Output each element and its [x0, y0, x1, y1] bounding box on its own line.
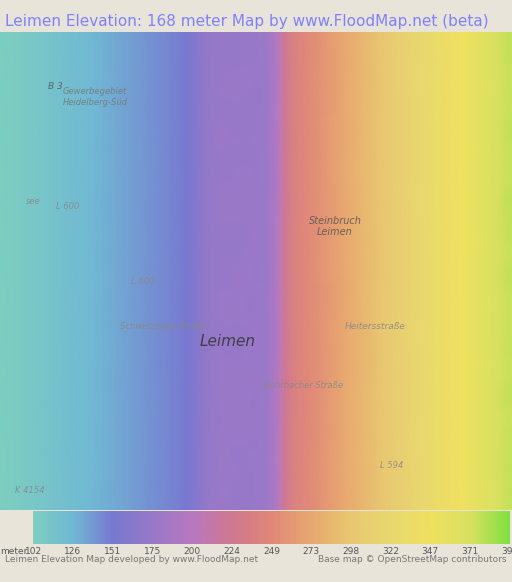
Text: meter: meter: [0, 547, 27, 556]
Text: 298: 298: [342, 547, 359, 556]
Text: Leimen Elevation Map developed by www.FloodMap.net: Leimen Elevation Map developed by www.Fl…: [5, 555, 258, 564]
Text: L 600: L 600: [131, 276, 155, 286]
Text: 322: 322: [382, 547, 399, 556]
Text: 200: 200: [183, 547, 201, 556]
Text: 371: 371: [461, 547, 478, 556]
Text: 175: 175: [144, 547, 161, 556]
Text: Schwetzinger Straße: Schwetzinger Straße: [120, 322, 206, 331]
Text: Leimen Elevation: 168 meter Map by www.FloodMap.net (beta): Leimen Elevation: 168 meter Map by www.F…: [5, 14, 489, 29]
Text: see: see: [26, 197, 40, 206]
Text: B 3: B 3: [48, 82, 62, 91]
Text: 273: 273: [303, 547, 319, 556]
Text: Leimen: Leimen: [200, 333, 256, 349]
Text: 347: 347: [421, 547, 439, 556]
Text: 102: 102: [25, 547, 42, 556]
Text: L 594: L 594: [380, 461, 403, 470]
Text: 396: 396: [501, 547, 512, 556]
Text: 249: 249: [263, 547, 280, 556]
Text: 151: 151: [104, 547, 121, 556]
Text: Heitersstraße: Heitersstraße: [345, 322, 406, 331]
Text: Rohrbacher Straße: Rohrbacher Straße: [264, 381, 343, 391]
Text: 126: 126: [65, 547, 81, 556]
Text: Steinbruch
Leimen: Steinbruch Leimen: [309, 215, 361, 237]
Text: Gewerbegebiet
Heidelberg-Süd: Gewerbegebiet Heidelberg-Süd: [62, 87, 127, 107]
Text: 224: 224: [223, 547, 240, 556]
Text: Base map © OpenStreetMap contributors: Base map © OpenStreetMap contributors: [318, 555, 507, 564]
Text: K 4154: K 4154: [15, 486, 45, 495]
Text: L 600: L 600: [56, 202, 80, 211]
